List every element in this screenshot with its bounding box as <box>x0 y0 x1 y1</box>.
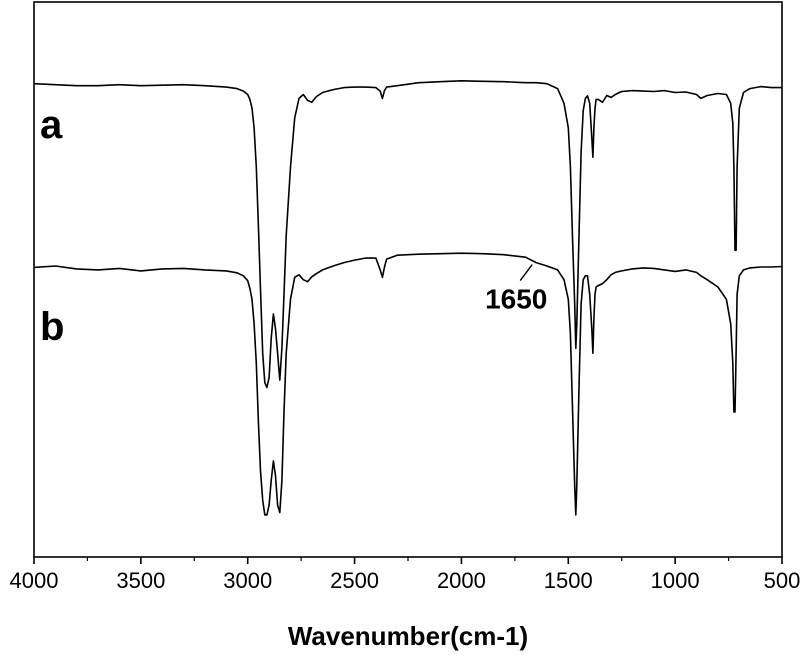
x-tick-label-2500: 2500 <box>330 568 379 593</box>
series-line-a <box>33 80 782 389</box>
series-label-a: a <box>40 103 63 147</box>
annotation-leader-1650 <box>519 264 533 281</box>
annotation-label-1650: 1650 <box>485 284 547 315</box>
x-tick-label-500: 500 <box>764 568 801 593</box>
x-tick-label-1000: 1000 <box>651 568 700 593</box>
x-axis: 4000 3500 3000 2500 2000 1500 1000 500 <box>10 557 801 593</box>
x-tick-label-2000: 2000 <box>437 568 486 593</box>
annotation-layer: 1650 <box>485 264 547 315</box>
x-tick-label-3000: 3000 <box>223 568 272 593</box>
x-axis-title: Wavenumber(cm-1) <box>288 621 528 651</box>
x-tick-label-3500: 3500 <box>116 568 165 593</box>
series-line-b <box>33 252 783 516</box>
series-layer <box>33 80 783 516</box>
x-tick-label-4000: 4000 <box>10 568 59 593</box>
x-tick-label-1500: 1500 <box>544 568 593 593</box>
series-label-b: b <box>40 305 64 349</box>
